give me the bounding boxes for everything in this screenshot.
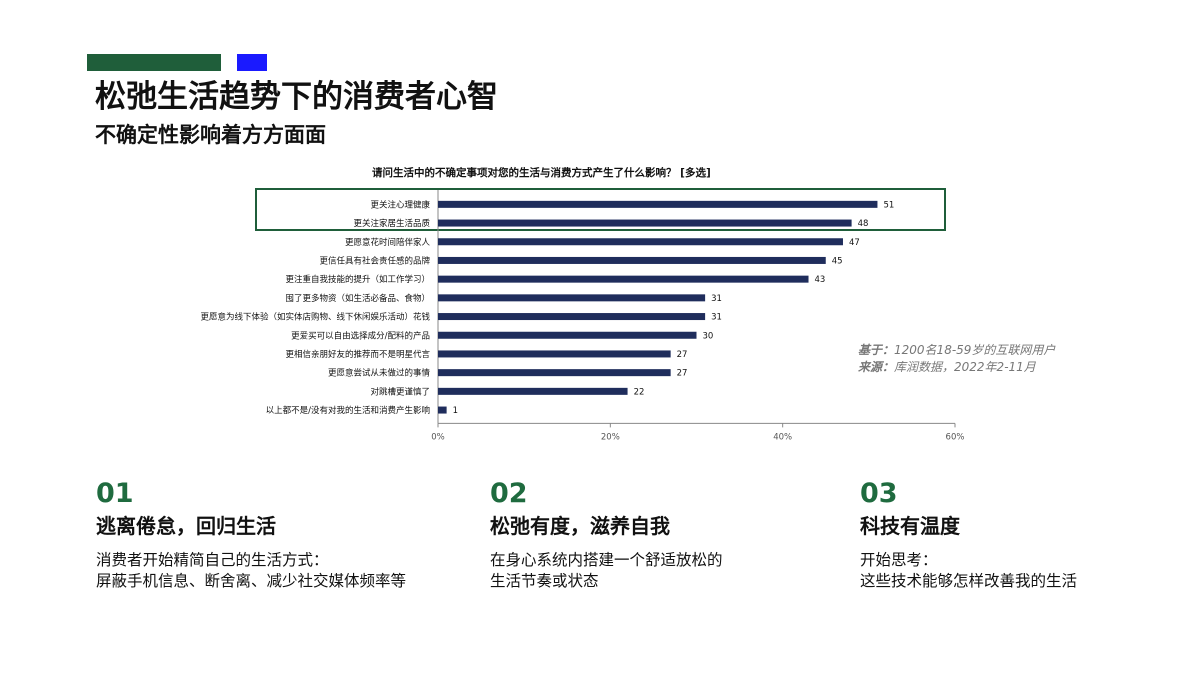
data-label: 27 xyxy=(677,350,688,360)
takeaway-description: 在身心系统内搭建一个舒适放松的 生活节奏或状态 xyxy=(490,551,723,590)
category-label: 以上都不是/没有对我的生活和消费产生影响 xyxy=(266,405,430,416)
category-label: 囤了更多物资（如生活必备品、食物） xyxy=(285,293,430,304)
accent-bar-blue xyxy=(237,54,267,71)
category-label: 更爱买可以自由选择成分/配料的产品 xyxy=(291,330,430,341)
category-label: 更相信亲朋好友的推荐而不是明星代言 xyxy=(285,349,430,360)
bar xyxy=(438,369,671,377)
takeaway-heading: 逃离倦怠，回归生活 xyxy=(96,514,276,538)
category-label: 更愿意尝试从未做过的事情 xyxy=(328,368,431,379)
data-label: 43 xyxy=(815,275,826,285)
data-label: 30 xyxy=(703,331,714,341)
takeaway-heading: 松弛有度，滋养自我 xyxy=(490,514,670,538)
data-label: 47 xyxy=(849,238,860,248)
data-label: 48 xyxy=(858,219,869,229)
takeaway-description: 消费者开始精简自己的生活方式： 屏蔽手机信息、断舍离、减少社交媒体频率等 xyxy=(96,551,407,590)
bar xyxy=(438,219,852,227)
x-tick-label: 40% xyxy=(773,432,792,442)
data-label: 27 xyxy=(677,369,688,379)
takeaway-number: 03 xyxy=(860,478,898,509)
takeaway-number: 01 xyxy=(96,478,134,509)
x-tick-label: 20% xyxy=(601,432,620,442)
page-subtitle: 不确定性影响着方方面面 xyxy=(95,123,326,147)
page-title: 松弛生活趋势下的消费者心智 xyxy=(95,79,498,115)
category-label: 更关注家居生活品质 xyxy=(353,218,430,229)
bar xyxy=(438,406,447,414)
chart-title: 请问生活中的不确定事项对您的生活与消费方式产生了什么影响？ [多选] xyxy=(372,167,711,179)
category-label: 对跳槽更谨慎了 xyxy=(370,386,430,397)
note-source: 来源：库润数据，2022年2-11月 xyxy=(858,360,1036,374)
accent-bar-green xyxy=(87,54,221,71)
data-label: 31 xyxy=(711,294,722,304)
data-label: 45 xyxy=(832,256,843,266)
takeaway-1: 01 逃离倦怠，回归生活 消费者开始精简自己的生活方式： 屏蔽手机信息、断舍离、减… xyxy=(96,478,406,592)
bar xyxy=(438,256,826,264)
bar xyxy=(438,294,706,302)
bar xyxy=(438,238,843,246)
takeaway-number: 02 xyxy=(490,478,528,509)
category-label: 更愿意花时间陪伴家人 xyxy=(345,237,431,248)
takeaway-description: 开始思考： 这些技术能够怎样改善我的生活 xyxy=(860,551,1078,590)
x-tick-label: 0% xyxy=(431,432,445,442)
bar xyxy=(438,350,671,358)
bar xyxy=(438,313,706,321)
source-note: 基于：1200名18-59岁的互联网用户 来源：库润数据，2022年2-11月 xyxy=(858,342,1055,376)
takeaway-2: 02 松弛有度，滋养自我 在身心系统内搭建一个舒适放松的 生活节奏或状态 xyxy=(490,478,723,592)
category-label: 更关注心理健康 xyxy=(370,199,430,210)
data-label: 22 xyxy=(634,387,645,397)
bar xyxy=(438,331,697,339)
bar xyxy=(438,275,809,283)
bar xyxy=(438,200,878,208)
note-base: 基于：1200名18-59岁的互联网用户 xyxy=(858,343,1056,357)
category-label: 更信任具有社会责任感的品牌 xyxy=(319,255,430,266)
x-tick-label: 60% xyxy=(946,432,965,442)
takeaway-heading: 科技有温度 xyxy=(860,514,960,538)
highlight-box xyxy=(255,188,946,231)
takeaway-3: 03 科技有温度 开始思考： 这些技术能够怎样改善我的生活 xyxy=(860,478,1077,592)
category-label: 更愿意为线下体验（如实体店购物、线下休闲娱乐活动）花钱 xyxy=(200,312,430,323)
bar xyxy=(438,387,628,395)
data-label: 51 xyxy=(883,200,894,210)
data-label: 1 xyxy=(453,406,458,416)
category-label: 更注重自我技能的提升（如工作学习） xyxy=(285,274,430,285)
data-label: 31 xyxy=(711,313,722,323)
